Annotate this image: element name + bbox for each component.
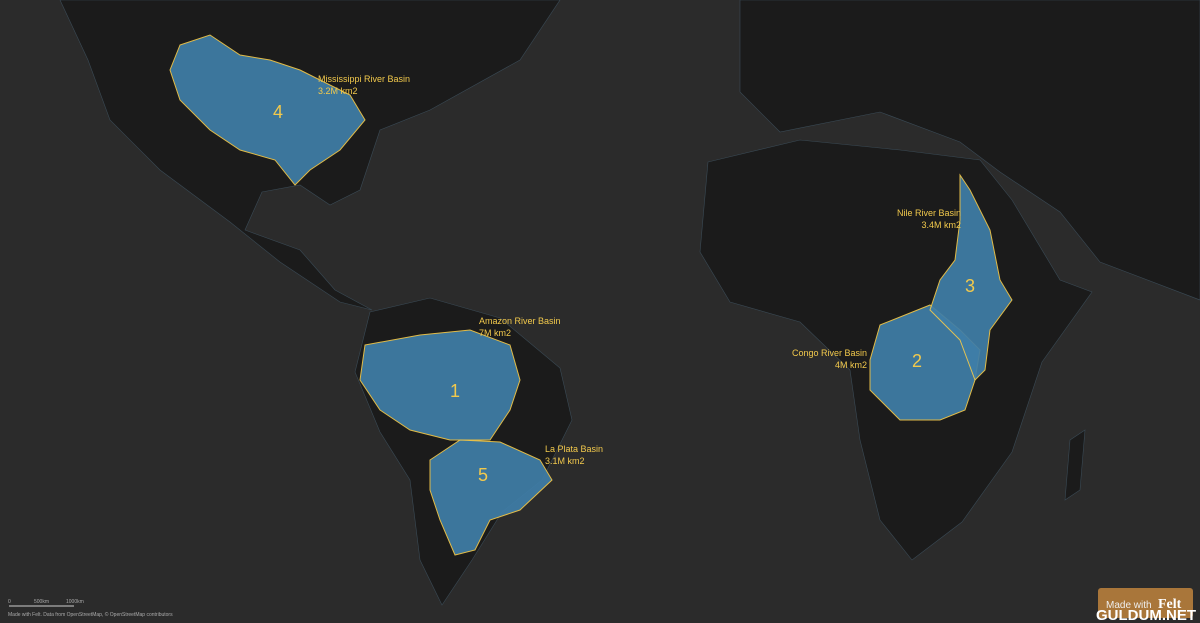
basin-name: Nile River Basin (897, 208, 961, 218)
basin-name: Congo River Basin (792, 348, 867, 358)
logo-prefix: Made with (1106, 600, 1152, 611)
nile-basin (929, 173, 1013, 381)
amazon-basin (359, 329, 521, 441)
scale-label: 0 (8, 599, 11, 605)
scale-label: 500km (34, 599, 49, 605)
basin-area: 3.4M km2 (921, 220, 961, 230)
basin-rank: 2 (912, 351, 922, 371)
basin-area: 4M km2 (835, 360, 867, 370)
scale-label: 1000km (66, 599, 84, 605)
basin-rank: 4 (273, 102, 283, 122)
basin-area: 3.1M km2 (545, 456, 585, 466)
madagascar (1064, 429, 1086, 501)
la-plata-basin (429, 439, 553, 556)
basin-area: 7M km2 (479, 328, 511, 338)
watermark: GULDUM.NET (1096, 607, 1196, 623)
basin-name: La Plata Basin (545, 444, 603, 454)
basin-name: Amazon River Basin (479, 316, 561, 326)
basin-name: Mississippi River Basin (318, 74, 410, 84)
logo-badge (1098, 588, 1193, 618)
attribution: Made with Felt. Data from OpenStreetMap,… (8, 611, 173, 618)
eurasia (739, 0, 1200, 301)
basin-area: 3.2M km2 (318, 86, 358, 96)
mississippi-basin (169, 34, 366, 186)
basin-rank: 5 (478, 465, 488, 485)
logo-brand: Felt (1158, 597, 1182, 612)
basin-rank: 1 (450, 381, 460, 401)
basin-rank: 3 (965, 276, 975, 296)
